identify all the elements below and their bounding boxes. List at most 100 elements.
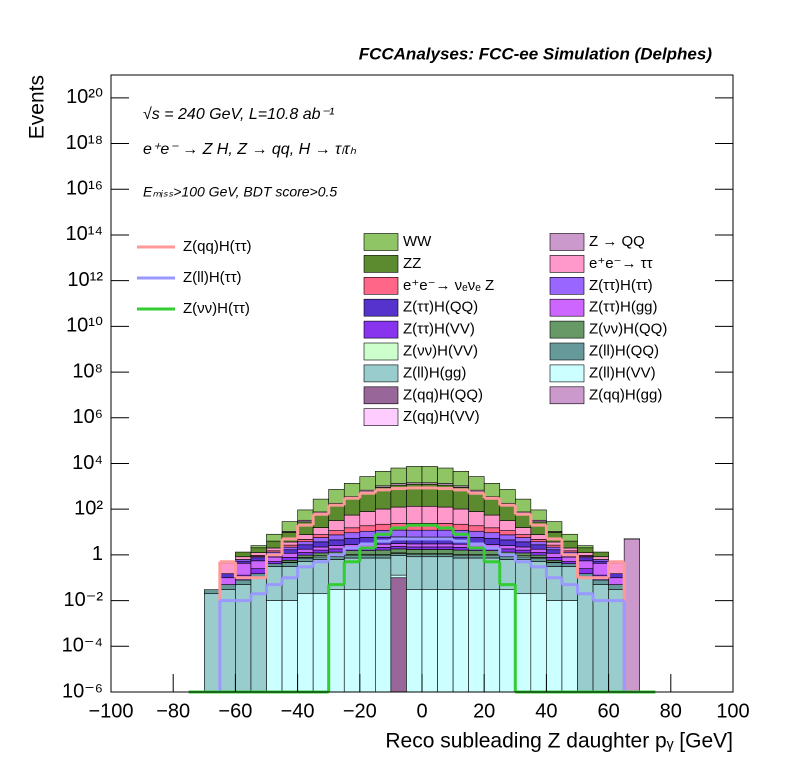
legend-label: Z(νν)H(ττ) xyxy=(183,300,250,317)
bar-segment xyxy=(437,529,454,538)
bar-segment xyxy=(297,541,314,546)
bar-segment xyxy=(546,532,563,543)
bar-segment xyxy=(250,547,267,553)
bar-segment xyxy=(437,589,454,693)
legend-label: Z(νν)H(QQ) xyxy=(589,321,667,338)
bar-segment xyxy=(297,539,314,543)
bar-segment xyxy=(530,534,547,540)
y-tick-label: 10¹⁴ xyxy=(66,223,104,245)
bar-segment xyxy=(406,546,423,550)
legend-label: Z(ll)H(VV) xyxy=(589,364,656,381)
x-tick-label: 60 xyxy=(597,700,619,722)
bar-segment xyxy=(204,593,221,693)
bar-segment xyxy=(608,577,625,585)
bar-segment xyxy=(452,549,469,555)
bar-segment xyxy=(235,556,252,560)
bar-segment xyxy=(546,544,563,548)
bar-segment xyxy=(452,470,469,487)
legend-swatch xyxy=(363,342,399,361)
bar-segment xyxy=(281,600,298,693)
legend-label: Z(ττ)H(QQ) xyxy=(403,299,478,316)
bar-segment xyxy=(359,550,376,555)
bar-segment xyxy=(375,555,392,559)
bar-segment xyxy=(546,557,563,561)
bar-segment xyxy=(546,562,563,567)
x-tick-label: −80 xyxy=(156,700,190,722)
bar-segment xyxy=(468,511,485,527)
bar-segment xyxy=(483,514,501,529)
bar-segment xyxy=(390,506,407,524)
bar-segment xyxy=(499,589,516,693)
bar-segment xyxy=(483,550,501,555)
bar-segment xyxy=(452,543,469,548)
legend-swatch xyxy=(549,255,585,273)
bar-segment xyxy=(437,543,454,548)
legend-label: Z(νν)H(VV) xyxy=(403,342,478,359)
bar-segment xyxy=(468,530,485,538)
bar-segment xyxy=(452,555,469,559)
annotation: e⁺e⁻ → Z H, Z → qq, H → τₗτₕ xyxy=(143,141,357,158)
bar-segment xyxy=(297,554,314,558)
bar-segment xyxy=(219,573,236,579)
bar-segment xyxy=(546,600,563,693)
x-tick-label: 80 xyxy=(660,700,682,722)
bar-segment xyxy=(375,547,392,551)
bar-segment xyxy=(281,562,298,567)
bar-segment xyxy=(592,551,609,558)
bar-segment xyxy=(375,508,392,525)
legend-swatch xyxy=(549,298,585,317)
bar-segment xyxy=(561,533,578,542)
plot-area xyxy=(188,466,656,694)
legend-swatch xyxy=(363,233,399,251)
bar-segment xyxy=(421,543,438,548)
bar-segment xyxy=(297,557,314,562)
bar-segment xyxy=(468,555,485,559)
bar-segment xyxy=(328,589,345,693)
bar-segment xyxy=(514,546,532,551)
bar-segment xyxy=(561,563,578,567)
bar-segment xyxy=(297,548,314,553)
y-tick-label: 10⁸ xyxy=(72,360,103,382)
bar-segment xyxy=(343,532,361,539)
bar-segment xyxy=(297,544,314,550)
bar-segment xyxy=(514,534,532,538)
legend-label: Z(ττ)H(VV) xyxy=(403,321,475,338)
bar-segment xyxy=(577,557,594,562)
bar-segment xyxy=(390,574,407,579)
bar-segment xyxy=(375,543,392,548)
bar-segment xyxy=(468,557,485,590)
bar-segment xyxy=(343,589,361,693)
bar-segment xyxy=(359,511,376,527)
y-tick-label: 10⁻⁴ xyxy=(62,635,103,657)
bar-segment xyxy=(421,466,438,484)
y-tick-label: 10¹⁰ xyxy=(66,315,103,337)
y-axis-label: Events xyxy=(26,75,49,139)
bar-segment xyxy=(421,546,438,550)
bar-segment xyxy=(530,539,547,543)
bar-segment xyxy=(406,466,423,484)
legend-label: Z(ττ)H(ττ) xyxy=(589,277,653,294)
y-tick-label: 10¹² xyxy=(67,269,103,291)
bar-segment xyxy=(219,562,236,575)
bar-segment xyxy=(390,546,407,550)
bar-segment xyxy=(281,552,298,558)
bar-segment xyxy=(250,552,267,556)
legend-label: Z(qq)H(QQ) xyxy=(403,386,483,403)
bar-segment xyxy=(608,562,625,575)
bar-segment xyxy=(359,476,376,491)
bar-segment xyxy=(530,541,547,546)
bar-segment xyxy=(328,556,345,560)
legend-label: Z(ll)H(gg) xyxy=(403,364,466,381)
bar-segment xyxy=(359,555,376,559)
x-tick-label: 20 xyxy=(473,700,495,722)
bar-segment xyxy=(530,544,547,550)
bar-segment xyxy=(468,550,485,555)
bar-segment xyxy=(499,489,516,504)
x-tick-label: −20 xyxy=(343,700,377,722)
bar-segment xyxy=(297,534,314,540)
bar-segment xyxy=(561,547,578,552)
legend-label: Z(qq)H(VV) xyxy=(403,408,480,425)
bar-segment xyxy=(406,554,423,558)
bar-segment xyxy=(499,530,516,536)
bar-segment xyxy=(561,540,578,549)
